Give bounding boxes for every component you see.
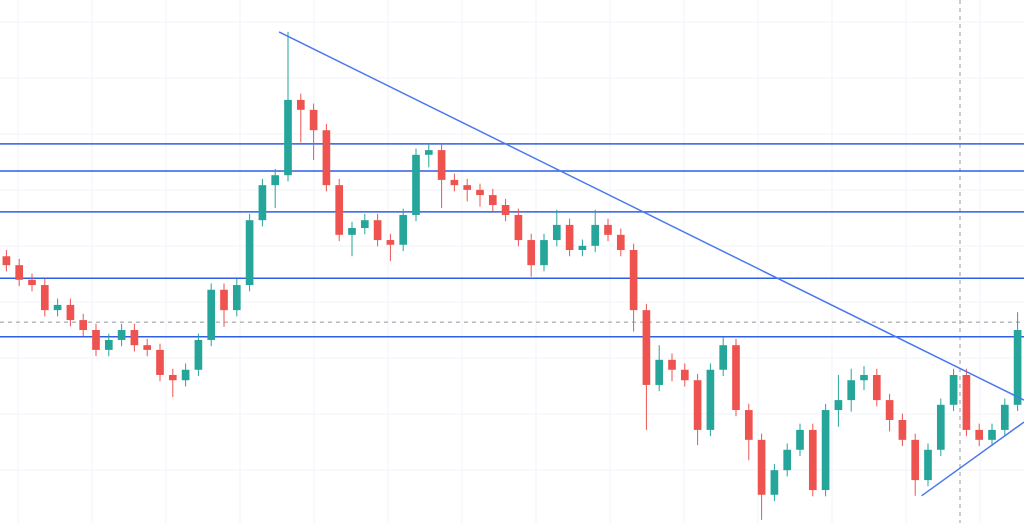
candle-body bbox=[348, 228, 356, 235]
candle-body bbox=[79, 320, 88, 331]
candle-body bbox=[642, 310, 651, 385]
candle-body bbox=[194, 339, 203, 370]
candle-body bbox=[757, 439, 766, 495]
candle-body bbox=[744, 410, 753, 440]
candle-body bbox=[488, 195, 497, 206]
candle-body bbox=[693, 380, 702, 430]
candle-body bbox=[885, 400, 894, 420]
candle-body bbox=[181, 369, 190, 381]
candle-body bbox=[399, 214, 408, 245]
candle-body bbox=[92, 330, 100, 350]
candle-body bbox=[66, 304, 75, 321]
candle-body bbox=[975, 429, 984, 440]
candle-body bbox=[296, 99, 305, 110]
candle-body bbox=[1000, 404, 1009, 430]
candle-body bbox=[962, 374, 971, 430]
candle-body bbox=[911, 439, 920, 481]
candle-body bbox=[220, 289, 228, 311]
trend-line bbox=[278, 31, 1024, 401]
candle-body bbox=[424, 150, 433, 155]
candle-body bbox=[872, 374, 881, 401]
candle-body bbox=[655, 359, 664, 385]
candle-body bbox=[476, 189, 484, 196]
candle-body bbox=[808, 429, 817, 491]
candle-body bbox=[245, 220, 254, 286]
candle-body bbox=[130, 330, 139, 346]
candle-body bbox=[143, 345, 152, 350]
candle-body bbox=[271, 175, 280, 186]
candle-body bbox=[501, 205, 510, 215]
candle-body bbox=[28, 279, 36, 286]
candle-body bbox=[335, 185, 344, 235]
candle-body bbox=[514, 214, 523, 241]
candle-body bbox=[450, 179, 459, 186]
candle-body bbox=[898, 419, 907, 440]
candle-body bbox=[604, 224, 612, 235]
candle-body bbox=[565, 224, 574, 250]
candle-body bbox=[1013, 330, 1022, 405]
trend-line bbox=[921, 421, 1024, 497]
candle-body bbox=[770, 470, 779, 495]
candle-body bbox=[168, 374, 177, 381]
candle-body bbox=[527, 240, 536, 266]
candle-body bbox=[936, 404, 945, 450]
candle-body bbox=[629, 249, 638, 311]
candle-body bbox=[258, 185, 267, 221]
candle-body bbox=[117, 330, 126, 340]
candle-body bbox=[847, 380, 856, 401]
candle-body bbox=[412, 154, 420, 215]
candle-body bbox=[309, 109, 318, 131]
candle-body bbox=[783, 449, 792, 471]
candle-body bbox=[386, 240, 395, 245]
candle-body bbox=[578, 245, 587, 250]
candle-body bbox=[860, 374, 868, 381]
candle-body bbox=[591, 224, 600, 246]
candle-body bbox=[373, 220, 382, 241]
candle-body bbox=[540, 240, 548, 266]
candle-body bbox=[232, 285, 241, 311]
candle-body bbox=[207, 289, 216, 340]
candle-body bbox=[821, 410, 830, 491]
candle-body bbox=[284, 99, 292, 176]
candle-body bbox=[732, 345, 740, 411]
candle-body bbox=[949, 374, 958, 405]
candle-body bbox=[924, 449, 932, 481]
candle-body bbox=[322, 130, 331, 186]
candle-body bbox=[463, 185, 472, 190]
candle-body bbox=[988, 429, 996, 440]
candle-body bbox=[834, 400, 843, 411]
candle-body bbox=[796, 429, 804, 450]
candle-body bbox=[2, 256, 11, 266]
candle-body bbox=[104, 339, 113, 350]
candle-body bbox=[53, 304, 62, 311]
candle-body bbox=[156, 349, 164, 375]
candle-body bbox=[616, 234, 625, 250]
candle-body bbox=[40, 285, 49, 311]
candle-body bbox=[680, 369, 689, 381]
candle-body bbox=[360, 220, 369, 229]
candle-body bbox=[437, 150, 446, 180]
candle-body bbox=[552, 224, 561, 241]
candle-body bbox=[719, 345, 728, 370]
candle-body bbox=[15, 265, 24, 280]
candle-body bbox=[668, 359, 676, 370]
candle-body bbox=[706, 369, 715, 430]
